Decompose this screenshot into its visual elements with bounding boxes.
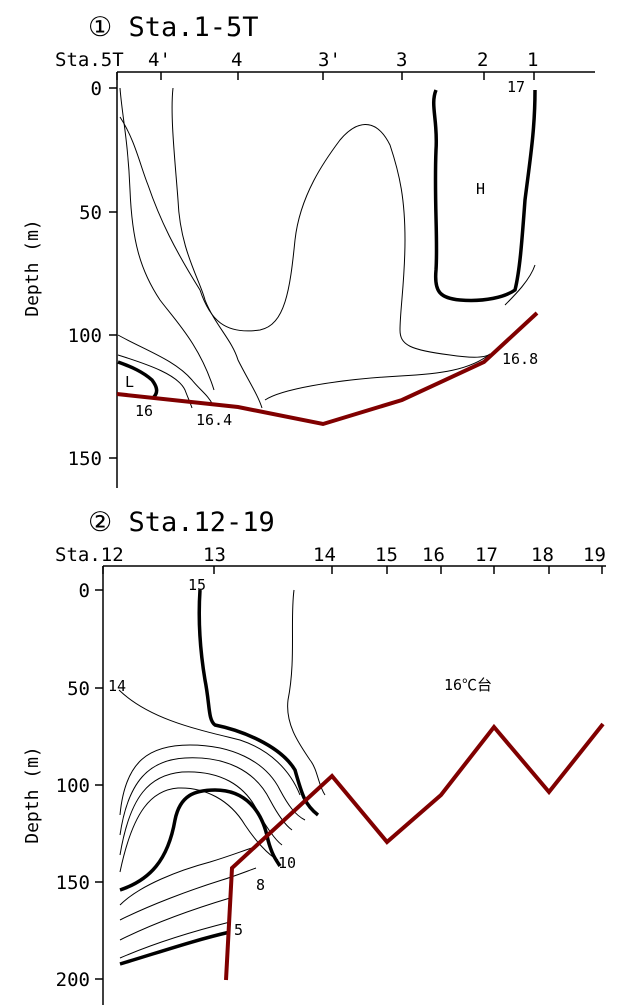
panel-2-contour-15	[197, 589, 320, 817]
panel-1-isotherms	[117, 87, 537, 409]
panel-2-ytick-0: 0	[79, 580, 90, 602]
panel-2-contour	[119, 757, 293, 836]
panel-2-ylabel: Depth (m)	[22, 746, 43, 844]
panel-2-ytick-50: 50	[67, 678, 90, 700]
panel-2-bottom-profile	[224, 722, 605, 981]
panel-1-depth-ticks: 0 50 100 150	[68, 78, 117, 470]
panel-1-label-16-8: 16.8	[502, 350, 538, 368]
panel-2-station-14: 14	[313, 544, 336, 566]
panel-2-station-19: 19	[583, 544, 606, 566]
panel-2-contour	[119, 867, 257, 921]
panel-1-station-2: 2	[477, 49, 488, 71]
panel-2-station-18: 18	[531, 544, 554, 566]
panel-2-label-15: 15	[188, 576, 206, 594]
panel-2-depth-ticks: 0 50 100 150 200	[56, 580, 103, 991]
panel-2-ytick-150: 150	[56, 872, 90, 894]
panel-1-label-17: 17	[507, 78, 525, 96]
panel-1-contour-16	[117, 360, 159, 400]
panel-2-contour	[119, 847, 253, 906]
panel-2-contour-10	[119, 788, 282, 892]
panel-1-label-H: H	[476, 180, 485, 198]
panel-2-contour	[119, 771, 283, 856]
panel-1-top-ticks	[116, 72, 535, 80]
panel-2-label-14: 14	[108, 677, 126, 695]
panel-2-label-10: 10	[278, 854, 296, 872]
panel-2-top-ticks	[102, 566, 603, 574]
panel-1-ytick-50: 50	[79, 202, 102, 224]
panel-2-ytick-200: 200	[56, 969, 90, 991]
panel-1-label-16-4: 16.4	[196, 411, 232, 429]
panel-2-title: ② Sta.12-19	[88, 507, 275, 538]
panel-1-title: ① Sta.1-5T	[88, 12, 259, 43]
panel-1-contour	[119, 87, 215, 391]
panel-2-station-13: 13	[203, 544, 226, 566]
panel-1-bottom-profile	[116, 311, 539, 427]
panel-2-contour	[119, 744, 306, 821]
panel-2-label-8: 8	[256, 876, 265, 894]
panel-1-station-3p: 3'	[318, 49, 341, 71]
panel-2-contour	[119, 897, 231, 941]
panel-1-contour	[264, 353, 491, 401]
panel-1-label-16: 16	[135, 402, 153, 420]
panel-1-station-4p: 4'	[148, 49, 171, 71]
panel-2-contour	[119, 921, 231, 959]
panel-2-station-16: 16	[422, 544, 445, 566]
panel-1: ① Sta.1-5T Sta.5T 4' 4 3' 3 2 1	[22, 12, 595, 488]
panel-1-ytick-0: 0	[91, 78, 102, 100]
panel-2-label-5: 5	[234, 921, 243, 939]
panel-2-label-16c: 16℃台	[444, 676, 492, 694]
panel-1-station-labels: Sta.5T 4' 4 3' 3 2 1	[55, 49, 538, 71]
panel-1-station-4: 4	[231, 49, 242, 71]
panel-2-contour	[287, 589, 326, 796]
panel-2: ② Sta.12-19 Sta.12 13 14 15 16 17 18 19	[22, 507, 606, 1005]
panel-1-contour	[171, 87, 263, 409]
panel-2-contour-5	[119, 930, 231, 966]
panel-1-contour	[119, 116, 491, 358]
panel-1-ylabel: Depth (m)	[22, 219, 43, 317]
panel-1-station-5T: Sta.5T	[55, 49, 124, 71]
panel-1-ytick-100: 100	[68, 325, 102, 347]
panel-1-contour	[504, 264, 536, 306]
panel-1-station-3: 3	[396, 49, 407, 71]
panel-1-label-L: L	[125, 373, 134, 391]
panel-2-station-17: 17	[475, 544, 498, 566]
panel-2-station-12: Sta.12	[55, 544, 124, 566]
panel-2-isotherms	[118, 589, 326, 966]
panel-1-contour	[117, 334, 214, 406]
panel-2-station-15: 15	[375, 544, 398, 566]
panel-2-ytick-100: 100	[56, 775, 90, 797]
panel-2-contour	[118, 689, 301, 796]
panel-1-station-1: 1	[527, 49, 538, 71]
panel-1-contour-17	[432, 89, 537, 303]
panel-1-ytick-150: 150	[68, 448, 102, 470]
panel-2-station-labels: Sta.12 13 14 15 16 17 18 19	[55, 544, 606, 566]
panel-2-contour	[119, 787, 279, 873]
